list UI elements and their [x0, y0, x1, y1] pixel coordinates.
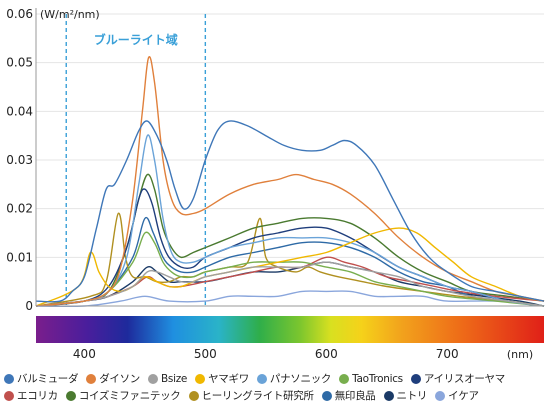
series-line — [35, 231, 545, 307]
legend-label: イケア — [448, 390, 479, 402]
legend-item: エコリカ — [4, 388, 58, 403]
legend-item: アイリスオーヤマ — [410, 371, 505, 386]
legend-item: コイズミファニテック — [65, 388, 181, 403]
region-label: ブルーライト域 — [94, 32, 178, 47]
legend-item: ニトリ — [383, 388, 428, 403]
spectrum-chart: ブルーライト域 0 0.01 0.02 0.03 0.04 0.05 0.06 (W/m²/n… — [6, 7, 545, 361]
legend-row: エコリカ コイズミファニテック ヒーリングライト研究所 無印良品 ニトリ イケア — [4, 387, 551, 404]
spectrum-color-bar — [36, 316, 544, 343]
legend-item: パナソニック — [256, 371, 332, 386]
series-line — [35, 261, 545, 307]
series-line — [35, 120, 545, 303]
legend-item: 無印良品 — [321, 388, 376, 403]
legend-item: ヒーリングライト研究所 — [188, 388, 315, 403]
legend-item: バルミューダ — [4, 371, 79, 386]
legend-label: コイズミファニテック — [78, 390, 181, 402]
series-line — [35, 212, 545, 307]
legend-label: Bsize — [161, 372, 188, 385]
x-tick-label: 600 — [315, 347, 338, 361]
legend-swatch — [410, 373, 421, 384]
legend-label: ヤマギワ — [208, 373, 249, 385]
legend-item: イケア — [435, 388, 479, 403]
legend-swatch — [435, 390, 446, 401]
y-tick-label: 0.01 — [6, 250, 33, 264]
y-axis-unit: (W/m²/nm) — [40, 8, 100, 21]
series-line — [35, 256, 545, 307]
chart-legend: バルミューダ ダイソン Bsize ヤマギワ パナソニック TaoTronics アイリスオ… — [4, 370, 551, 404]
series-line — [35, 290, 545, 308]
legend-item: TaoTronics — [339, 373, 403, 385]
y-tick-label: 0.02 — [6, 202, 33, 216]
y-tick-label: 0.06 — [6, 7, 33, 21]
legend-item: ヤマギワ — [195, 371, 249, 386]
y-tick-label: 0 — [25, 299, 33, 313]
legend-swatch — [148, 373, 159, 384]
legend-swatch — [321, 390, 332, 401]
legend-label: TaoTronics — [352, 372, 403, 385]
legend-swatch — [256, 373, 267, 384]
legend-item: Bsize — [148, 373, 187, 385]
series-line — [35, 216, 545, 307]
y-tick-label: 0.04 — [6, 104, 33, 118]
legend-swatch — [65, 390, 76, 401]
legend-label: 無印良品 — [334, 390, 376, 402]
y-tick-label: 0.03 — [6, 153, 33, 167]
legend-row: バルミューダ ダイソン Bsize ヤマギワ パナソニック TaoTronics アイリスオ… — [4, 370, 551, 387]
legend-label: ヒーリングライト研究所 — [201, 390, 315, 402]
legend-swatch — [195, 373, 206, 384]
x-tick-label: 400 — [73, 347, 96, 361]
legend-label: パナソニック — [269, 373, 332, 385]
legend-label: ニトリ — [396, 390, 428, 402]
legend-swatch — [86, 373, 97, 384]
legend-swatch — [4, 373, 14, 384]
series-line — [35, 56, 545, 307]
legend-swatch — [188, 390, 199, 401]
legend-label: アイリスオーヤマ — [423, 373, 505, 385]
y-tick-label: 0.05 — [6, 56, 33, 70]
legend-swatch — [383, 390, 394, 401]
legend-label: バルミューダ — [17, 373, 79, 385]
series-line — [35, 134, 545, 307]
x-axis-unit: (nm) — [507, 348, 533, 361]
x-tick-label: 500 — [194, 347, 217, 361]
legend-label: ダイソン — [99, 373, 141, 385]
legend-label: エコリカ — [17, 390, 58, 402]
legend-swatch — [339, 373, 350, 384]
x-tick-label: 700 — [436, 347, 459, 361]
legend-item: ダイソン — [86, 371, 140, 386]
legend-swatch — [4, 390, 14, 401]
